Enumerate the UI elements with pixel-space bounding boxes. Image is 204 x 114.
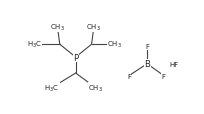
Text: CH$_3$: CH$_3$ bbox=[86, 22, 101, 32]
Text: H$_3$C: H$_3$C bbox=[44, 83, 59, 93]
Text: CH$_3$: CH$_3$ bbox=[50, 22, 64, 32]
Text: HF: HF bbox=[169, 61, 178, 67]
Text: CH$_3$: CH$_3$ bbox=[88, 83, 102, 93]
Text: P: P bbox=[73, 53, 78, 62]
Text: H$_3$C: H$_3$C bbox=[27, 40, 42, 50]
Text: F: F bbox=[126, 73, 130, 79]
Text: F: F bbox=[144, 44, 149, 50]
Text: F: F bbox=[161, 73, 165, 79]
Text: CH$_3$: CH$_3$ bbox=[107, 40, 121, 50]
Text: B: B bbox=[144, 60, 149, 69]
